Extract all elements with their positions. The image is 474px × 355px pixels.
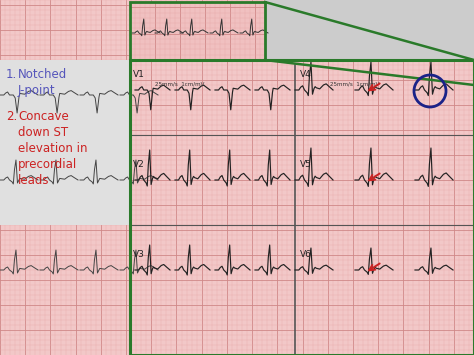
Text: V2: V2 — [133, 160, 145, 169]
Text: V3: V3 — [133, 250, 145, 259]
Text: 25mm/s  1cm/mV: 25mm/s 1cm/mV — [330, 82, 379, 87]
Bar — [130, 2, 265, 60]
Text: V4: V4 — [300, 70, 312, 79]
Text: 1.: 1. — [6, 68, 17, 81]
Text: V6: V6 — [300, 250, 312, 259]
Text: 25mm/s  1cm/mV: 25mm/s 1cm/mV — [155, 82, 204, 87]
Bar — [0, 60, 130, 225]
Text: V5: V5 — [300, 160, 312, 169]
Bar — [130, 2, 265, 60]
Text: 2.: 2. — [6, 110, 17, 123]
Bar — [130, 60, 474, 355]
Text: Concave
down ST
elevation in
precordial
leads: Concave down ST elevation in precordial … — [18, 110, 88, 187]
Text: V1: V1 — [133, 70, 145, 79]
Text: Notched
J-point: Notched J-point — [18, 68, 67, 97]
Bar — [265, 0, 474, 60]
